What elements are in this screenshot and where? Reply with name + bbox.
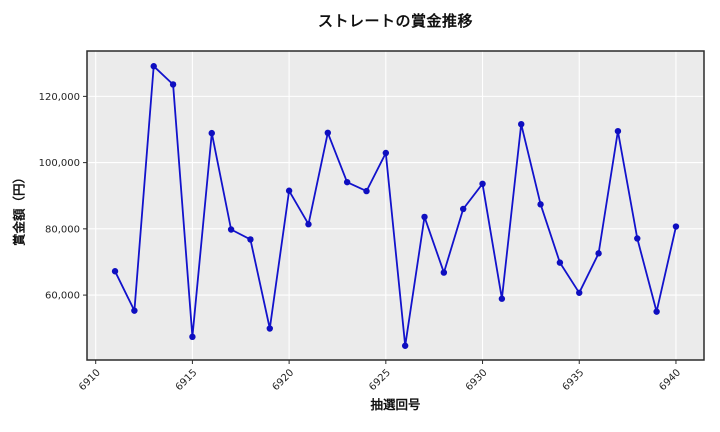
- y-tick-label: 60,000: [45, 291, 80, 302]
- data-point: [440, 269, 448, 276]
- data-point: [382, 149, 390, 157]
- x-tick-label: 6915: [174, 367, 200, 393]
- data-point: [189, 333, 196, 341]
- x-tick-label: 6935: [561, 367, 587, 393]
- data-point: [479, 180, 486, 188]
- data-point: [459, 205, 467, 213]
- data-point: [556, 259, 564, 266]
- data-point: [324, 129, 332, 137]
- x-tick-label: 6910: [77, 367, 103, 393]
- data-point: [498, 295, 506, 302]
- y-axis-label: 賞金額（円）: [11, 171, 27, 247]
- data-point: [150, 63, 157, 70]
- plot-area: [87, 51, 704, 360]
- data-point: [227, 226, 235, 233]
- data-point: [285, 187, 293, 194]
- data-point: [131, 307, 138, 314]
- chart-title: ストレートの賞金推移: [317, 12, 473, 30]
- data-point: [169, 81, 177, 88]
- data-point: [305, 221, 312, 228]
- data-point: [614, 127, 622, 135]
- x-tick-label: 6940: [657, 367, 683, 393]
- y-tick-label: 100,000: [39, 158, 80, 169]
- x-axis-label: 抽選回号: [370, 397, 421, 412]
- data-point: [247, 236, 254, 243]
- data-point: [653, 308, 660, 315]
- data-point: [595, 250, 602, 257]
- x-tick-label: 6920: [270, 367, 296, 393]
- data-point: [343, 178, 351, 186]
- x-tick-label: 6930: [464, 367, 490, 393]
- data-point: [537, 201, 544, 208]
- series-line: [114, 65, 677, 347]
- data-point: [421, 213, 428, 221]
- data-point: [518, 120, 525, 128]
- data-point: [672, 223, 680, 230]
- data-point: [111, 268, 119, 275]
- data-point: [363, 187, 370, 195]
- data-point: [208, 129, 215, 137]
- data-point: [576, 289, 583, 296]
- data-point: [401, 342, 409, 349]
- x-tick-label: 6925: [367, 367, 393, 393]
- y-tick-label: 120,000: [39, 92, 80, 103]
- plot-border: [86, 50, 705, 361]
- data-point: [634, 235, 641, 242]
- y-tick-label: 80,000: [45, 224, 80, 235]
- data-point: [266, 325, 273, 332]
